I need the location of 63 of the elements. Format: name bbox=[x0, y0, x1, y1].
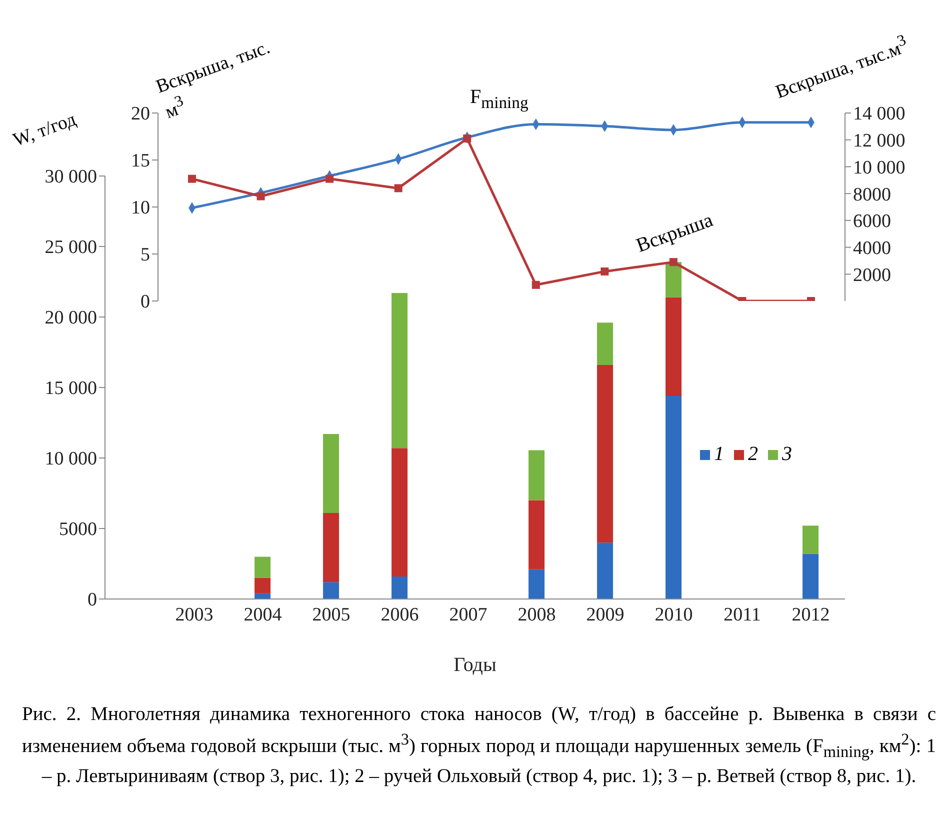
legend-label: 2 bbox=[748, 443, 758, 466]
bar bbox=[597, 322, 614, 365]
bar bbox=[323, 582, 340, 599]
point bbox=[326, 174, 334, 183]
y2-tick-label: 12 000 bbox=[853, 130, 906, 152]
y-tick-label: 20 bbox=[131, 104, 150, 125]
bar bbox=[802, 526, 819, 554]
y2-tick-label: 6000 bbox=[853, 211, 891, 232]
bar bbox=[323, 434, 340, 513]
y-tick-label: 10 000 bbox=[44, 448, 97, 470]
y-tick-label: 0 bbox=[140, 292, 150, 313]
text: Рис. 2. Многолетняя динамика техногенного стока наносов (W, т/год) в бассейне р. Вывенка в связи с изменением объема годовой вскрыши (тыс. м$^{3}$) горных пород и площади нарушенных земель (F$_{mining}$, км$^{2}$): 1 – р. Левтыриниваям (створ 3, рис. 1); 2 – ручей Ольховый (створ 4, рис. 1); 3 – р. Ветвей (створ 8, рис. 1). bbox=[22, 704, 936, 788]
bar bbox=[528, 450, 545, 500]
bar bbox=[392, 576, 408, 599]
bar bbox=[666, 262, 682, 298]
bar bbox=[666, 297, 682, 396]
point bbox=[669, 258, 678, 266]
bar bbox=[392, 448, 408, 576]
x-tick-label: 2007 bbox=[449, 604, 488, 626]
x-tick-label: 2012 bbox=[792, 604, 830, 626]
legend-label: 3 bbox=[782, 443, 792, 466]
point bbox=[256, 192, 265, 200]
x-axis-title: Годы bbox=[454, 654, 496, 676]
bar bbox=[528, 569, 545, 599]
x-tick-label: 2003 bbox=[175, 604, 214, 626]
bar bbox=[528, 500, 545, 570]
y2-tick-label: 2000 bbox=[853, 264, 891, 286]
y-axis-title: W, т/год bbox=[10, 109, 79, 152]
x-tick-label: 2010 bbox=[654, 604, 693, 626]
bar bbox=[802, 554, 819, 599]
point bbox=[394, 184, 402, 192]
bar bbox=[254, 578, 271, 594]
x-tick-label: 2011 bbox=[724, 604, 761, 626]
point bbox=[532, 280, 540, 289]
y-tick-label: 20 000 bbox=[44, 308, 97, 329]
y2-tick-label: 8000 bbox=[853, 184, 891, 206]
point bbox=[600, 267, 609, 276]
bar bbox=[597, 542, 614, 599]
legend-label: 1 bbox=[714, 443, 724, 466]
point bbox=[463, 134, 472, 143]
x-tick-label: 2008 bbox=[518, 604, 556, 626]
series-label: F$_{mining}$ bbox=[470, 86, 528, 112]
y-tick-label: 30 000 bbox=[44, 166, 97, 188]
bar bbox=[666, 396, 682, 599]
y-tick-label: 15 bbox=[131, 150, 150, 172]
y2-tick-label: 14 000 bbox=[853, 104, 906, 125]
x-tick-label: 2004 bbox=[244, 604, 282, 626]
x-tick-label: 2005 bbox=[312, 604, 350, 626]
bar bbox=[254, 556, 271, 578]
y2-tick-label: 10 000 bbox=[853, 157, 906, 178]
x-tick-label: 2006 bbox=[380, 604, 419, 626]
y-tick-label: 15 000 bbox=[44, 378, 97, 400]
y-tick-label: 25 000 bbox=[44, 237, 97, 258]
bar bbox=[323, 512, 340, 582]
y-tick-label: 10 bbox=[131, 198, 150, 219]
y-tick-label: 5000 bbox=[59, 519, 97, 540]
bar bbox=[597, 364, 614, 543]
y-tick-label: 5 bbox=[140, 244, 150, 266]
x-tick-label: 2009 bbox=[586, 604, 624, 626]
point bbox=[188, 174, 196, 183]
y2-tick-label: 4000 bbox=[853, 238, 891, 260]
y-tick-label: 0 bbox=[88, 590, 97, 611]
bar bbox=[392, 293, 408, 448]
